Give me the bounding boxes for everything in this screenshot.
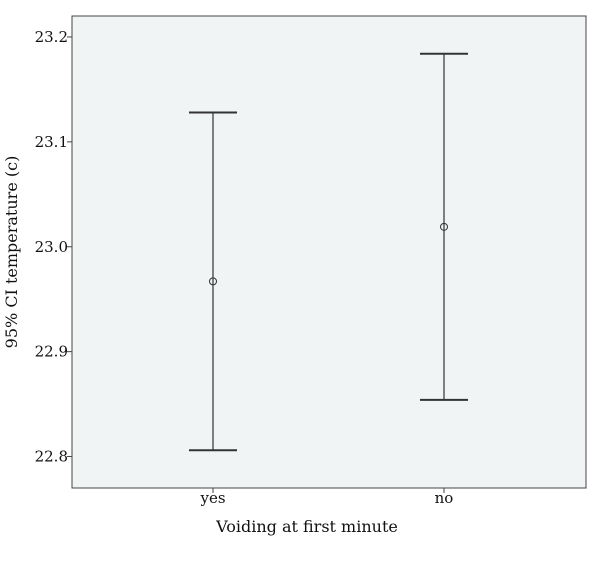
x-axis-title: Voiding at first minute (215, 517, 398, 536)
x-tick-label: yes (199, 489, 225, 507)
mean-marker (440, 222, 448, 231)
plot-area (71, 15, 587, 489)
x-axis: yes no (199, 488, 453, 507)
y-tick-label: 23.0 (35, 238, 68, 256)
y-tick-label: 22.8 (35, 448, 68, 466)
y-tick-label: 23.2 (35, 28, 68, 46)
y-tick-label: 22.9 (35, 343, 68, 361)
y-axis: 22.8 22.9 23.0 23.1 23.2 (35, 28, 72, 466)
x-tick-label: no (435, 489, 454, 507)
mean-marker (209, 277, 217, 286)
y-axis-title: 95% CI temperature (c) (2, 156, 21, 349)
y-tick-label: 23.1 (35, 133, 68, 151)
error-bars (189, 52, 468, 452)
